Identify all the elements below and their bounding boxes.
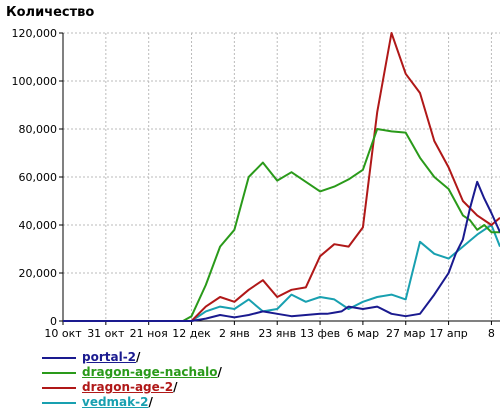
legend-label-suffix: / [136, 350, 141, 364]
legend-swatch [42, 356, 76, 359]
legend-label[interactable]: vedmak-2 [82, 395, 149, 409]
x-tick-label: 2 янв [219, 327, 250, 340]
x-tick-label: 21 ноя [130, 327, 168, 340]
legend-label-suffix: / [148, 395, 153, 409]
y-tick-label: 20,000 [19, 267, 58, 280]
y-tick-label: 60,000 [19, 171, 58, 184]
y-axis-label: Количество [6, 5, 95, 20]
y-tick-label: 80,000 [19, 123, 58, 136]
x-tick-label: 31 окт [87, 327, 125, 340]
y-tick-label: 100,000 [12, 75, 58, 88]
chart-legend: portal-2/dragon-age-nachalo/dragon-age-2… [42, 350, 222, 410]
legend-swatch [42, 401, 76, 404]
legend-item-dragon-age-2[interactable]: dragon-age-2/ [42, 380, 222, 395]
x-tick-label: 10 окт [44, 327, 82, 340]
legend-label-suffix: / [217, 365, 222, 379]
x-tick-label: 8 [488, 327, 495, 340]
series-line-vedmak-2 [63, 224, 500, 322]
x-tick-label: 27 мар [386, 327, 426, 340]
legend-swatch [42, 371, 76, 374]
y-tick-label: 40,000 [19, 219, 58, 232]
legend-item-vedmak-2[interactable]: vedmak-2/ [42, 395, 222, 410]
x-tick-label: 23 янв [258, 327, 296, 340]
legend-item-portal-2[interactable]: portal-2/ [42, 350, 222, 365]
legend-label[interactable]: portal-2 [82, 350, 137, 364]
legend-label-suffix: / [173, 380, 178, 394]
y-tick-label: 120,000 [12, 27, 58, 40]
y-tick-label: 0 [50, 315, 57, 328]
legend-swatch [42, 386, 76, 389]
series-line-dragon-age-2 [63, 32, 500, 322]
series-line-portal-2 [63, 180, 500, 322]
x-tick-label: 13 фев [300, 327, 340, 340]
legend-item-dragon-age-nachalo[interactable]: dragon-age-nachalo/ [42, 365, 222, 380]
x-tick-label: 12 дек [172, 327, 211, 340]
legend-label[interactable]: dragon-age-2 [82, 380, 174, 394]
x-tick-label: 17 апр [429, 327, 467, 340]
legend-label[interactable]: dragon-age-nachalo [82, 365, 218, 379]
x-tick-label: 6 мар [347, 327, 380, 340]
